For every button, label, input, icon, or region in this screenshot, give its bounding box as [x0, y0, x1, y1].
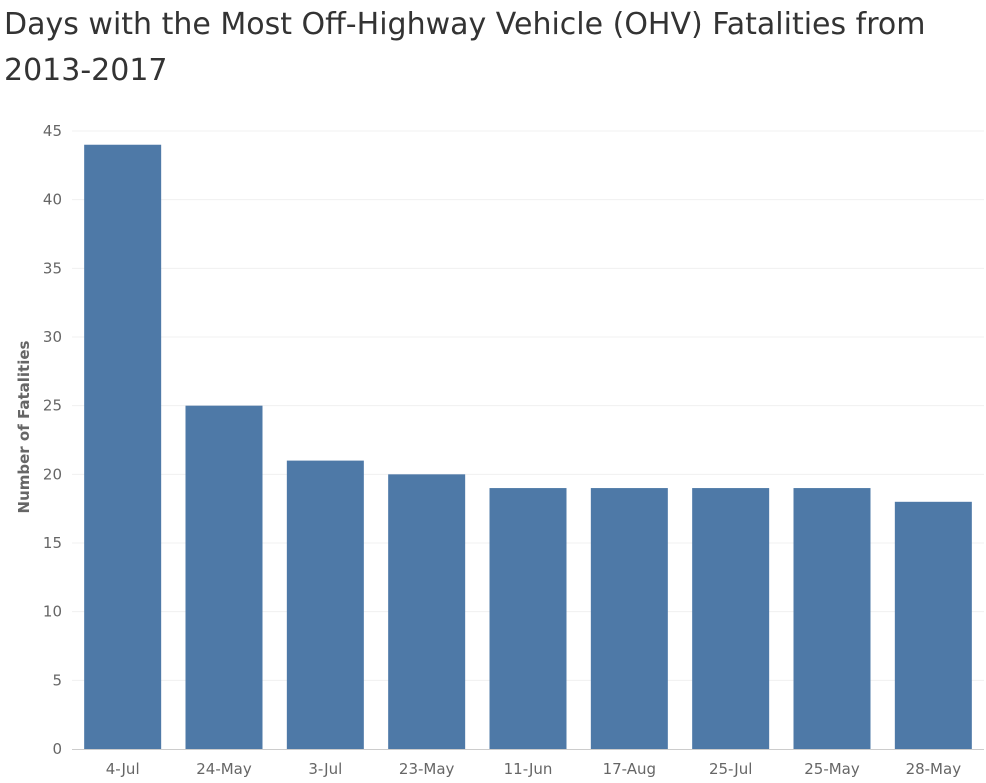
x-tick-label: 25-May	[804, 760, 860, 778]
y-tick-label: 40	[43, 191, 62, 209]
x-tick-label: 17-Aug	[603, 760, 656, 778]
bar	[692, 488, 770, 749]
y-tick-label: 5	[52, 671, 62, 689]
chart-title: Days with the Most Off-Highway Vehicle (…	[4, 7, 926, 88]
x-tick-label: 3-Jul	[308, 760, 342, 778]
bar	[185, 405, 263, 749]
bars	[84, 144, 972, 749]
x-axis-ticks: 4-Jul 24-May 3-Jul 23-May 11-Jun 17-Aug 25-Jul…	[106, 760, 961, 778]
x-tick-label: 28-May	[906, 760, 962, 778]
bar	[793, 488, 871, 749]
x-tick-label: 23-May	[399, 760, 455, 778]
y-tick-label: 20	[43, 465, 62, 483]
y-tick-label: 25	[43, 397, 62, 415]
x-tick-label: 4-Jul	[106, 760, 140, 778]
y-tick-label: 0	[52, 740, 62, 758]
y-tick-label: 10	[43, 603, 62, 621]
x-tick-label: 25-Jul	[709, 760, 752, 778]
bar	[388, 474, 466, 749]
y-axis-ticks: 0 5 10 15 20 25 30 35 40 45	[43, 122, 62, 758]
bar	[286, 460, 364, 749]
y-tick-label: 30	[43, 328, 62, 346]
bar	[590, 488, 668, 749]
bar	[894, 501, 972, 749]
y-tick-label: 35	[43, 259, 62, 277]
y-axis-title: Number of Fatalities	[15, 340, 33, 513]
bar	[84, 144, 162, 749]
x-tick-label: 24-May	[196, 760, 252, 778]
x-tick-label: 11-Jun	[504, 760, 553, 778]
bar	[489, 488, 567, 749]
y-tick-label: 15	[43, 534, 62, 552]
y-tick-label: 45	[43, 122, 62, 140]
